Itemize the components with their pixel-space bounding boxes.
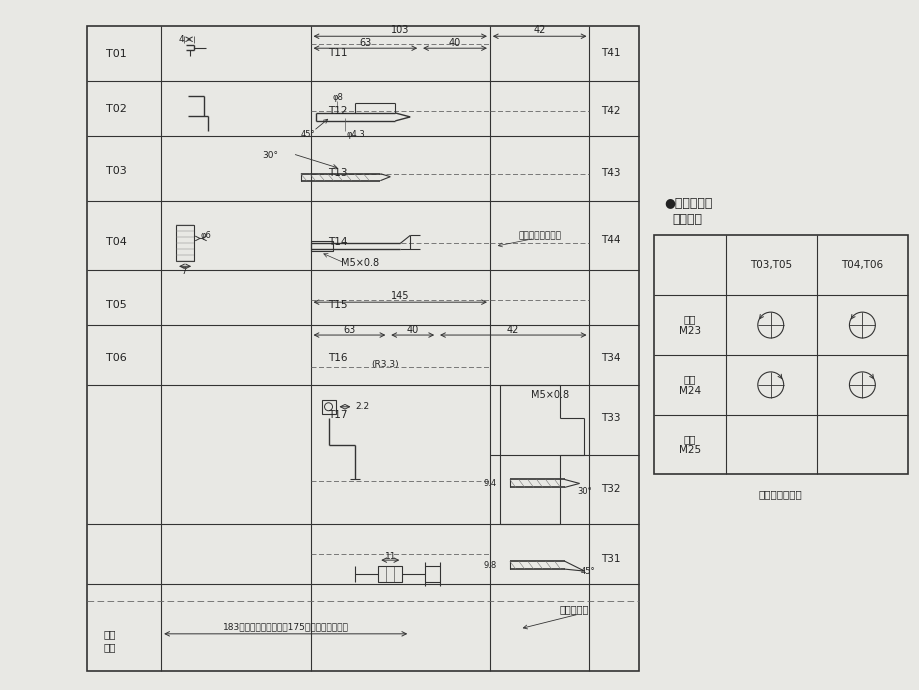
Text: φ8: φ8 xyxy=(332,92,343,101)
Text: 停止
M25: 停止 M25 xyxy=(678,434,700,455)
Text: T17: T17 xyxy=(328,410,347,420)
Text: 63: 63 xyxy=(358,38,371,48)
Text: 9.4: 9.4 xyxy=(482,479,496,488)
Text: 主轴: 主轴 xyxy=(103,642,116,652)
Text: T43: T43 xyxy=(601,168,620,178)
Text: T31: T31 xyxy=(601,554,620,564)
Text: T03,T05: T03,T05 xyxy=(749,260,791,270)
Text: T15: T15 xyxy=(328,300,347,310)
Text: 45°: 45° xyxy=(580,566,595,575)
Text: 183（标准コレット）／175（小径コレット）: 183（标准コレット）／175（小径コレット） xyxy=(222,622,348,631)
Text: T02: T02 xyxy=(106,104,127,114)
Text: 从钒头前端观察: 从钒头前端观察 xyxy=(758,489,801,500)
Text: (R3.3): (R3.3) xyxy=(371,360,399,369)
Text: 2.2: 2.2 xyxy=(355,402,369,411)
Text: T04: T04 xyxy=(106,237,127,248)
Text: 正面ドリルホルダ: 正面ドリルホルダ xyxy=(517,231,561,240)
Text: 7: 7 xyxy=(181,267,187,276)
Text: T32: T32 xyxy=(601,484,620,495)
Text: 11: 11 xyxy=(384,551,395,561)
Text: φ6: φ6 xyxy=(200,231,211,240)
Text: 42: 42 xyxy=(533,26,545,35)
Text: 145: 145 xyxy=(391,291,409,302)
Text: T01: T01 xyxy=(106,49,127,59)
Text: T05: T05 xyxy=(106,300,127,310)
Text: T34: T34 xyxy=(601,353,620,363)
Text: ●横向刀具轴: ●横向刀具轴 xyxy=(664,197,712,210)
Text: 9.8: 9.8 xyxy=(482,560,496,570)
Text: 4: 4 xyxy=(178,34,184,43)
Text: 30°: 30° xyxy=(263,151,278,160)
Bar xyxy=(176,226,194,262)
Text: 背面: 背面 xyxy=(103,629,116,639)
Text: T42: T42 xyxy=(601,106,620,116)
Text: T14: T14 xyxy=(328,237,347,248)
Text: 40: 40 xyxy=(405,325,418,335)
Text: 45°: 45° xyxy=(300,130,314,139)
Text: 63: 63 xyxy=(343,325,355,335)
Text: 40: 40 xyxy=(448,38,460,48)
Text: φ4.3: φ4.3 xyxy=(346,130,365,139)
Text: （选配）: （选配） xyxy=(672,213,701,226)
Text: T11: T11 xyxy=(328,48,347,58)
Text: T13: T13 xyxy=(328,168,347,178)
Text: 42: 42 xyxy=(506,325,518,335)
Text: 103: 103 xyxy=(391,26,409,35)
Text: T04,T06: T04,T06 xyxy=(840,260,882,270)
Text: 正转
M23: 正转 M23 xyxy=(678,314,700,336)
Bar xyxy=(378,566,402,582)
Text: T33: T33 xyxy=(601,413,620,423)
Bar xyxy=(653,235,907,475)
Text: 反转
M24: 反转 M24 xyxy=(678,374,700,395)
Bar xyxy=(86,26,639,671)
Text: T44: T44 xyxy=(601,235,620,246)
Text: T41: T41 xyxy=(601,48,620,58)
Text: T03: T03 xyxy=(106,166,127,176)
Text: M5×0.8: M5×0.8 xyxy=(341,258,379,268)
Text: 背面刀物台: 背面刀物台 xyxy=(560,604,588,614)
Bar xyxy=(311,241,332,251)
Text: T12: T12 xyxy=(328,106,347,116)
Text: 30°: 30° xyxy=(576,487,591,496)
Text: M5×0.8: M5×0.8 xyxy=(530,390,568,400)
Text: T16: T16 xyxy=(328,353,347,363)
Text: T06: T06 xyxy=(106,353,127,363)
Bar xyxy=(322,400,335,414)
